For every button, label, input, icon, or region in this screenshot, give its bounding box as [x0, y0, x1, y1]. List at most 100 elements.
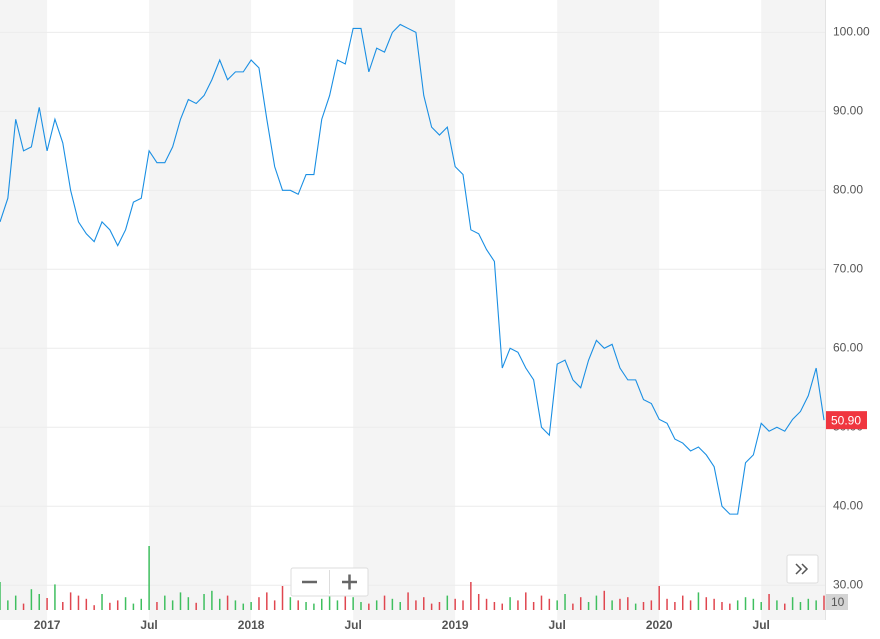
volume-bar — [140, 598, 143, 610]
volume-bar — [564, 594, 566, 610]
volume-bar — [321, 598, 323, 610]
volume-bar — [666, 598, 668, 610]
y-tick-label: 90.00 — [833, 104, 863, 118]
chevron-icon — [795, 563, 803, 575]
volume-bar — [713, 598, 715, 610]
x-tick-label: Jul — [344, 618, 361, 632]
volume-bar — [14, 595, 17, 610]
volume-bar — [744, 597, 747, 610]
volume-bar — [627, 597, 629, 610]
x-tick-label: 2018 — [238, 618, 265, 632]
volume — [0, 546, 825, 610]
volume-bar — [729, 603, 731, 610]
volume-bar — [470, 582, 472, 610]
volume-bar — [0, 582, 1, 610]
volume-bar — [391, 598, 394, 610]
price-tag-label: 50.90 — [831, 413, 861, 427]
volume-bar — [297, 600, 299, 610]
volume-bar — [375, 600, 378, 610]
volume-bar — [368, 603, 370, 610]
x-tick-label: 2020 — [646, 618, 673, 632]
volume-bar — [258, 597, 260, 610]
y-tick-label: 70.00 — [833, 261, 863, 275]
volume-bar — [603, 590, 606, 610]
volume-bar — [736, 600, 739, 610]
chevron-icon — [801, 563, 809, 575]
shaded-band — [557, 0, 660, 620]
volume-bar — [509, 597, 511, 610]
volume-bar — [619, 598, 621, 610]
volume-bar — [250, 602, 252, 610]
volume-bar — [156, 602, 158, 610]
volume-bar — [642, 602, 645, 610]
volume-bar — [38, 594, 40, 610]
volume-bar — [69, 592, 72, 610]
volume-bar — [164, 595, 166, 610]
volume-bar — [399, 602, 401, 610]
volume-bar — [124, 597, 127, 610]
volume-bar — [721, 602, 723, 610]
scroll-right-button[interactable] — [786, 554, 819, 584]
volume-bar — [815, 600, 817, 610]
y-tick-label: 40.00 — [833, 498, 863, 512]
volume-bar — [438, 602, 441, 610]
volume-bar — [705, 597, 708, 610]
volume-bar — [383, 595, 386, 610]
volume-bar — [791, 597, 794, 610]
x-tick-label: 2017 — [34, 618, 61, 632]
volume-bar — [281, 586, 284, 610]
shaded-band — [149, 0, 252, 620]
volume-bar — [517, 600, 519, 610]
y-tick-label: 60.00 — [833, 340, 863, 354]
volume-bar — [446, 595, 449, 610]
volume-bar — [799, 602, 802, 610]
volume-bar — [784, 603, 786, 610]
volume-bar — [226, 595, 229, 610]
x-tick-label: Jul — [753, 618, 770, 632]
volume-bar — [62, 602, 64, 610]
volume-bar — [266, 592, 268, 610]
volume-bar — [7, 600, 9, 610]
volume-bar — [195, 602, 197, 610]
volume-bar — [218, 598, 221, 610]
scroll-right[interactable] — [786, 554, 819, 584]
volume-bar — [595, 595, 598, 610]
volume-bar — [360, 602, 362, 610]
price-plot: 10 50.90 — [0, 23, 867, 610]
y-tick-label: 80.00 — [833, 183, 863, 197]
x-tick-label: Jul — [140, 618, 157, 632]
volume-bar — [681, 595, 684, 610]
volume-bar — [477, 594, 480, 610]
volume-bar — [234, 600, 237, 610]
volume-bar — [776, 600, 778, 610]
volume-bar — [148, 546, 150, 610]
volume-bar — [611, 600, 613, 610]
volume-bar — [540, 595, 543, 610]
volume-bar — [328, 594, 331, 610]
volume-bar — [22, 603, 25, 610]
volume-bar — [485, 598, 488, 610]
price-line — [0, 23, 825, 515]
volume-bar — [493, 602, 496, 610]
volume-bar — [689, 600, 692, 610]
volume-tick-box — [826, 594, 848, 610]
y-tick-label: 30.00 — [833, 577, 863, 591]
volume-bar — [132, 603, 135, 610]
volume-bar — [501, 603, 503, 610]
volume-bar — [344, 592, 347, 610]
x-tick-label: 2019 — [442, 618, 469, 632]
volume-bar — [203, 594, 205, 610]
volume-bar — [352, 597, 354, 610]
volume-bar — [768, 594, 770, 610]
volume-bar — [415, 600, 417, 610]
volume-bar — [313, 603, 315, 610]
volume-bar — [587, 602, 590, 610]
volume-bar — [532, 602, 535, 610]
volume-bar — [430, 603, 433, 610]
x-tick-label: Jul — [549, 618, 566, 632]
grid: 30.0040.0050.0060.0070.0080.0090.00100.0… — [0, 25, 870, 632]
volume-bar — [548, 598, 551, 610]
volume-bar — [454, 598, 456, 610]
zoom-controls — [290, 567, 369, 597]
